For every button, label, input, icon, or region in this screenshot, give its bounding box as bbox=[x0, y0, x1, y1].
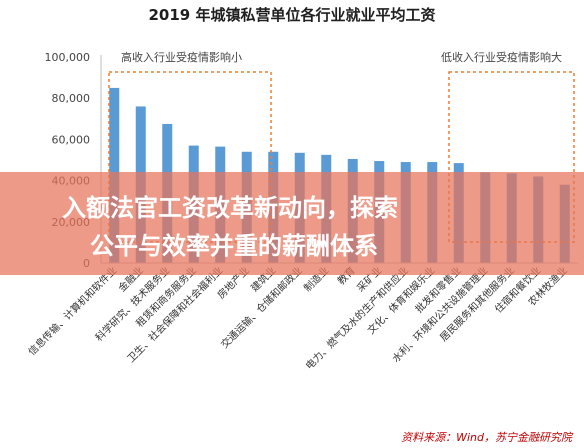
chart-title: 2019 年城镇私营单位各行业就业平均工资 bbox=[149, 6, 436, 24]
low-income-annotation: 低收入行业受疫情影响大 bbox=[441, 50, 562, 64]
overlay-line-1: 入额法官工资改革新动向，探索 bbox=[62, 194, 398, 222]
overlay-band bbox=[0, 172, 584, 275]
high-income-annotation: 高收入行业受疫情影响小 bbox=[121, 50, 242, 64]
y-tick-label: 60,000 bbox=[52, 133, 91, 146]
y-tick-label: 100,000 bbox=[45, 51, 91, 64]
y-tick-label: 80,000 bbox=[52, 92, 91, 105]
high-income-box bbox=[108, 71, 272, 243]
overlay-line-2: 公平与效率并重的薪酬体系 bbox=[90, 232, 378, 260]
low-income-box bbox=[448, 71, 575, 243]
x-category-label: 信息传输、计算机和软件业 bbox=[25, 264, 119, 358]
source-note: 资料来源：Wind，苏宁金融研究院 bbox=[401, 431, 574, 444]
